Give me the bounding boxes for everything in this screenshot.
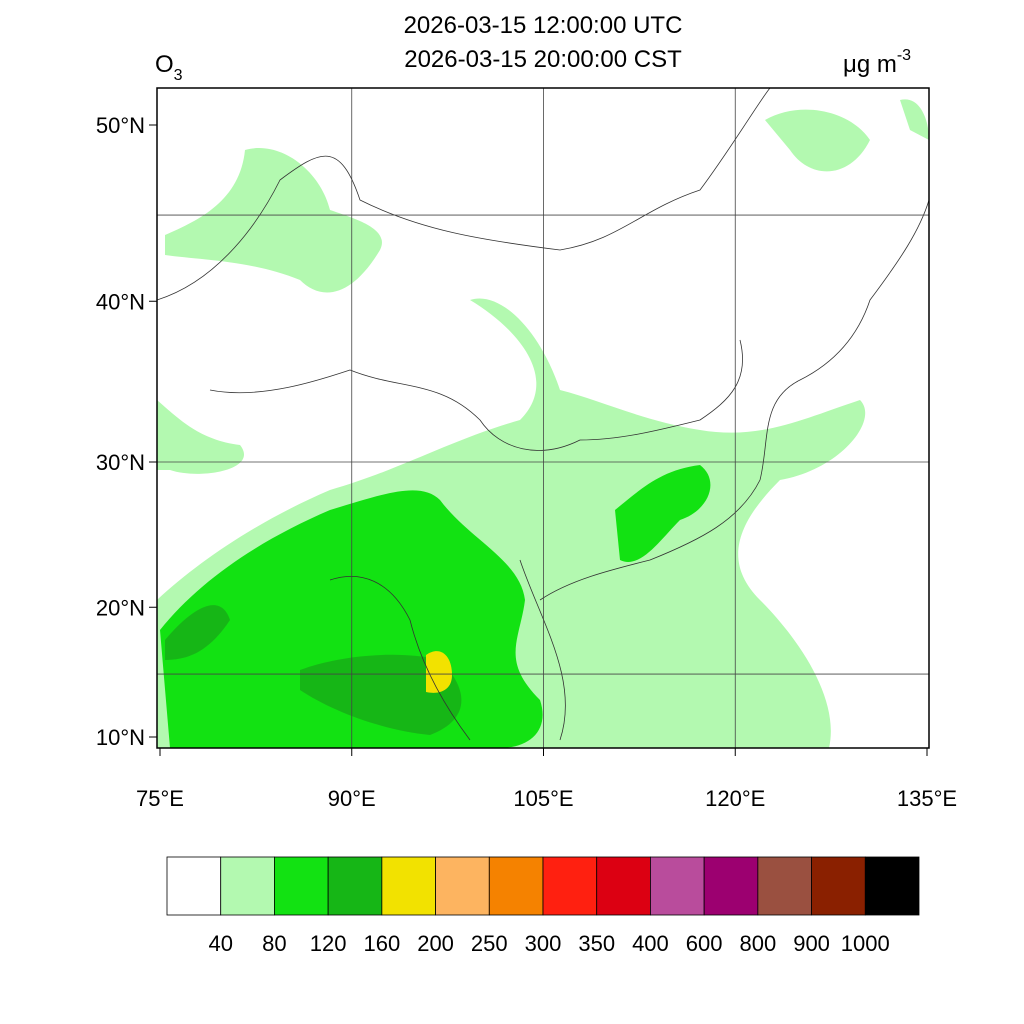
border-line [519,559,566,741]
colorbar-swatch [327,856,383,916]
colorbar-label: 80 [262,931,286,956]
colorbar-label: 600 [686,931,723,956]
colorbar-label: 160 [363,931,400,956]
units-label: μg m-3 [843,47,911,78]
colorbar-swatch [220,856,275,916]
border-line [157,88,771,301]
colorbar-swatch [542,856,598,916]
colorbar-label: 900 [793,931,830,956]
field-patch [765,109,870,172]
colorbar-label: 40 [208,931,232,956]
colorbar-label: 1000 [841,931,890,956]
units-superscript: -3 [897,47,911,64]
colorbar-label: 300 [525,931,562,956]
x-tick-label: 90°E [328,786,376,811]
y-tick-label: 40°N [96,289,145,314]
colorbar-swatch [650,856,705,916]
variable-subscript: 3 [174,67,183,84]
field-patch [300,654,462,735]
colorbar-label: 350 [578,931,615,956]
x-tick-label: 75°E [136,786,184,811]
field-patch [426,651,452,693]
colorbar-label: 120 [310,931,347,956]
title-utc: 2026-03-15 12:00:00 UTC [404,12,683,39]
field-patch [900,99,929,140]
x-tick-label: 105°E [513,786,573,811]
colorbar-label: 200 [417,931,454,956]
colorbar-label: 800 [739,931,776,956]
field-patch [615,465,711,562]
borders [157,88,929,741]
colorbar-swatch [274,856,329,916]
concentration-field [157,99,929,748]
y-tick-label: 50°N [96,113,145,138]
colorbar-swatch [381,856,436,916]
y-tick-label: 10°N [96,725,145,750]
field-patch [157,400,244,474]
colorbar-swatch [864,856,920,916]
x-tick-label: 135°E [897,786,957,811]
colorbar: 40 80 120 160 200 250 300 350 400 600 800 900 1000 [166,856,920,956]
variable-name: O [155,51,174,78]
variable-label: O3 [155,51,183,84]
colorbar-swatch [435,856,490,916]
y-tick-label: 20°N [96,595,145,620]
field-patch [165,148,382,293]
colorbar-label: 400 [632,931,669,956]
colorbar-label: 250 [471,931,508,956]
graticule [157,88,929,748]
border-line [209,339,743,451]
border-line [539,199,929,601]
colorbar-swatch [596,856,651,916]
units-text: μg m [843,51,897,78]
colorbar-swatch [703,856,759,916]
colorbar-swatch [166,856,222,916]
field-patch [165,605,230,660]
colorbar-swatch [757,856,812,916]
border-line [329,576,471,741]
title-local: 2026-03-15 20:00:00 CST [404,46,682,73]
x-tick-label: 120°E [705,786,765,811]
colorbar-swatch [811,856,866,916]
colorbar-swatch [488,856,544,916]
y-tick-label: 30°N [96,450,145,475]
